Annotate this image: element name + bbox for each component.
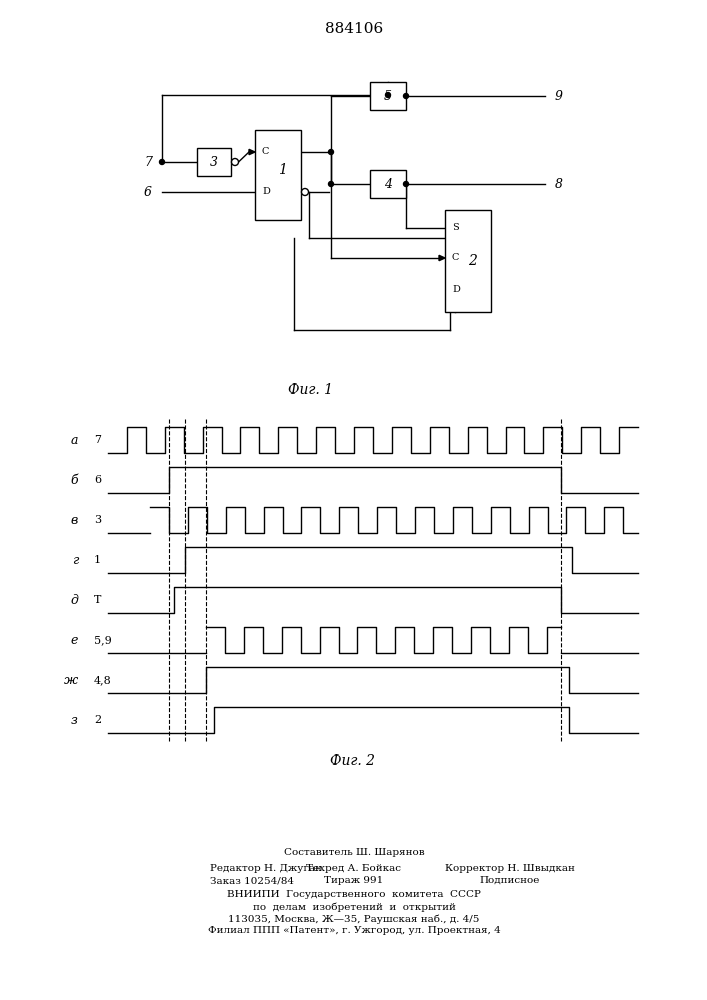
Text: S: S [452,224,459,232]
Circle shape [385,93,390,98]
Text: 4: 4 [384,178,392,190]
Text: по  делам  изобретений  и  открытий: по делам изобретений и открытий [252,902,455,912]
Polygon shape [439,255,445,261]
Text: 2: 2 [94,715,101,725]
Text: Составитель Ш. Шарянов: Составитель Ш. Шарянов [284,848,424,857]
Text: C: C [452,253,460,262]
Text: 4,8: 4,8 [94,675,112,685]
Circle shape [329,149,334,154]
Bar [197,148,231,176]
Text: Техред А. Бойкас: Техред А. Бойкас [307,864,402,873]
Text: 9: 9 [555,90,563,103]
Circle shape [301,188,308,196]
Text: 2: 2 [469,254,477,268]
Text: Подписное: Подписное [480,876,540,885]
Circle shape [329,182,334,186]
Text: D: D [262,188,270,196]
Text: D: D [452,286,460,294]
Text: C: C [262,147,269,156]
Text: 3: 3 [94,515,101,525]
Text: 113035, Москва, Ж—35, Раушская наб., д. 4/5: 113035, Москва, Ж—35, Раушская наб., д. … [228,914,479,924]
Text: 3: 3 [210,155,218,168]
Circle shape [231,158,238,165]
Text: 5: 5 [384,90,392,103]
Bar [370,170,406,198]
Text: 8: 8 [555,178,563,190]
Bar [445,210,491,312]
Polygon shape [249,149,255,155]
Text: 884106: 884106 [325,22,383,36]
Text: Тираж 991: Тираж 991 [325,876,384,885]
Text: Корректор Н. Швыдкан: Корректор Н. Швыдкан [445,864,575,873]
Circle shape [160,159,165,164]
Text: 6: 6 [144,186,152,198]
Circle shape [404,182,409,186]
Text: 1: 1 [94,555,101,565]
Text: Редактор Н. Джуган: Редактор Н. Джуган [210,864,322,873]
Text: е: е [71,634,78,647]
Circle shape [404,94,409,99]
Text: Филиал ППП «Патент», г. Ужгород, ул. Проектная, 4: Филиал ППП «Патент», г. Ужгород, ул. Про… [208,926,501,935]
Text: з: з [71,714,78,726]
Text: Заказ 10254/84: Заказ 10254/84 [210,876,294,885]
Text: в: в [71,514,78,526]
Text: T: T [94,595,101,605]
Text: а: а [71,434,78,446]
Text: 7: 7 [94,435,101,445]
Text: Фиг. 2: Фиг. 2 [330,754,375,768]
Text: 6: 6 [94,475,101,485]
Text: ВНИИПИ  Государственного  комитета  СССР: ВНИИПИ Государственного комитета СССР [227,890,481,899]
Text: 7: 7 [144,155,152,168]
Text: 5,9: 5,9 [94,635,112,645]
Text: 1: 1 [278,163,286,177]
Text: д: д [70,593,78,606]
Text: г: г [71,554,78,566]
Text: Фиг. 1: Фиг. 1 [288,383,332,397]
Text: ж: ж [64,674,78,686]
Bar [255,130,301,220]
Text: б: б [71,474,78,487]
Bar [370,82,406,110]
